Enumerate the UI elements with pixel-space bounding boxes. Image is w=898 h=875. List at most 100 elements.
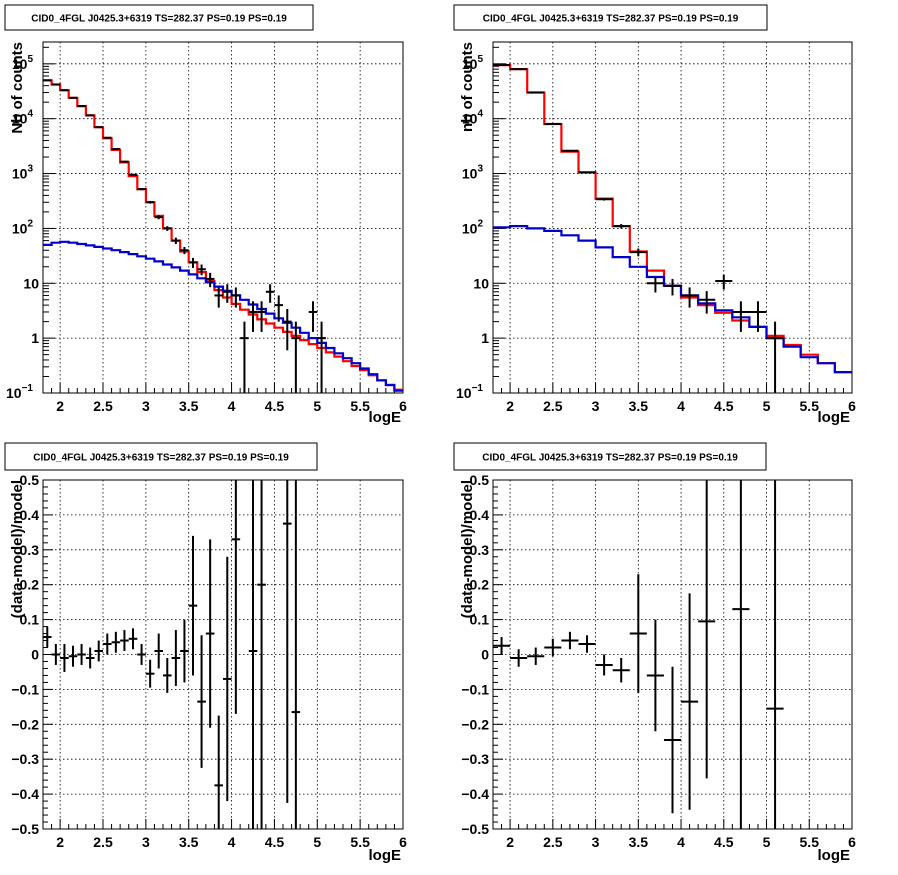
- x-tick-label: 6: [848, 834, 856, 850]
- data-point: [510, 649, 528, 667]
- plot-panel-4: CID0_4FGL J0425.3+6319 TS=282.37 PS=0.19…: [453, 442, 856, 864]
- plot-panel-1: CID0_4FGL J0425.3+6319 TS=282.37 PS=0.19…: [4, 4, 407, 426]
- data-point: [120, 630, 129, 652]
- y-tick-label: 105: [462, 54, 484, 72]
- model-histogram-component: [43, 240, 403, 392]
- x-tick-label: 5.5: [350, 834, 370, 850]
- data-point: [291, 321, 301, 393]
- y-tick-label: 104: [12, 109, 34, 127]
- plot-title: CID0_4FGL J0425.3+6319 TS=282.37 PS=0.19…: [31, 14, 287, 25]
- x-tick-label: 2: [56, 834, 64, 850]
- data-point: [595, 654, 613, 676]
- y-tick-label: 0.1: [20, 612, 40, 628]
- plot-title: CID0_4FGL J0425.3+6319 TS=282.37 PS=0.19…: [483, 14, 739, 25]
- x-tick-label: 2.5: [543, 834, 563, 850]
- data-point: [544, 123, 562, 126]
- y-tick-label: 102: [462, 218, 484, 236]
- data-point: [291, 480, 301, 829]
- data-point: [681, 287, 699, 308]
- data-point: [103, 633, 112, 655]
- x-tick-label: 2: [506, 834, 514, 850]
- data-point: [240, 321, 249, 393]
- y-tick-label: 0: [481, 647, 489, 663]
- x-tick-label: 3.5: [629, 834, 649, 850]
- data-point: [612, 224, 630, 229]
- y-tick-label: 0.3: [470, 542, 490, 558]
- y-tick-label: 103: [12, 164, 34, 182]
- data-point: [197, 264, 206, 276]
- data-point: [578, 171, 596, 174]
- plot-title: CID0_4FGL J0425.3+6319 TS=282.37 PS=0.19…: [33, 453, 289, 464]
- data-point: [43, 626, 52, 648]
- x-tick-label: 3: [592, 834, 600, 850]
- data-point: [163, 226, 172, 231]
- data-point: [248, 480, 258, 829]
- x-tick-label: 4: [677, 834, 685, 850]
- y-axis-label: (data-model)/model: [9, 480, 26, 618]
- x-axis-label: logE: [818, 409, 851, 426]
- data-point: [715, 274, 733, 290]
- data-point: [137, 188, 146, 191]
- data-point: [629, 574, 647, 693]
- data-point: [265, 284, 275, 303]
- title-box: [4, 4, 314, 31]
- plot-data: [43, 79, 403, 393]
- data-point: [154, 633, 163, 669]
- data-point: [749, 301, 767, 332]
- x-tick-label: 2: [56, 398, 64, 414]
- y-tick-label: 0.1: [470, 612, 490, 628]
- y-axis-label: nb of counts: [459, 42, 476, 132]
- y-tick-label: 0.5: [20, 472, 40, 488]
- data-point: [188, 535, 198, 676]
- x-tick-label: 4: [677, 398, 685, 414]
- data-point: [698, 480, 716, 779]
- x-tick-label: 5: [313, 398, 321, 414]
- y-tick-label: 0.4: [20, 507, 40, 523]
- data-point: [317, 321, 326, 393]
- data-point: [283, 480, 292, 803]
- data-point: [561, 631, 579, 650]
- y-axis-label: (data-model)/model: [459, 480, 476, 618]
- data-point: [612, 657, 630, 683]
- y-tick-label: −0.1: [11, 681, 39, 697]
- plot-frame: [42, 41, 404, 394]
- x-tick-label: 3.5: [629, 398, 649, 414]
- data-point: [180, 619, 189, 683]
- data-point: [180, 246, 189, 255]
- data-point: [171, 237, 181, 244]
- x-tick-label: 5.5: [800, 398, 820, 414]
- y-tick-label: 103: [462, 164, 484, 182]
- data-point: [163, 657, 172, 693]
- data-point: [248, 301, 258, 332]
- data-point: [60, 644, 69, 672]
- x-tick-label: 4: [228, 834, 236, 850]
- data-point: [766, 480, 784, 829]
- data-point: [663, 666, 682, 814]
- data-point: [85, 647, 95, 669]
- x-tick-label: 6: [848, 398, 856, 414]
- data-point: [51, 644, 61, 665]
- plot-data: [493, 480, 784, 829]
- x-axis-label: logE: [369, 847, 402, 864]
- x-tick-label: 3: [592, 398, 600, 414]
- y-tick-label: 0.3: [20, 542, 40, 558]
- y-tick-label: 105: [12, 54, 34, 72]
- y-tick-label: −0.1: [461, 681, 489, 697]
- y-tick-label: −0.3: [11, 751, 39, 767]
- x-tick-label: 2.5: [93, 398, 113, 414]
- title-box: [453, 442, 767, 471]
- x-tick-label: 5: [763, 834, 771, 850]
- data-point: [137, 644, 146, 665]
- data-point: [145, 659, 155, 688]
- x-tick-label: 2: [506, 398, 514, 414]
- y-axis-label: Nb of counts: [9, 42, 26, 134]
- y-tick-label: 102: [12, 218, 34, 236]
- x-axis-label: logE: [369, 409, 402, 426]
- data-point: [231, 287, 241, 308]
- y-tick-label: 0.5: [470, 472, 490, 488]
- y-tick-label: −0.2: [11, 716, 39, 732]
- y-tick-label: 0.4: [470, 507, 490, 523]
- data-point: [493, 637, 511, 655]
- data-point: [681, 593, 699, 810]
- data-point: [205, 272, 215, 288]
